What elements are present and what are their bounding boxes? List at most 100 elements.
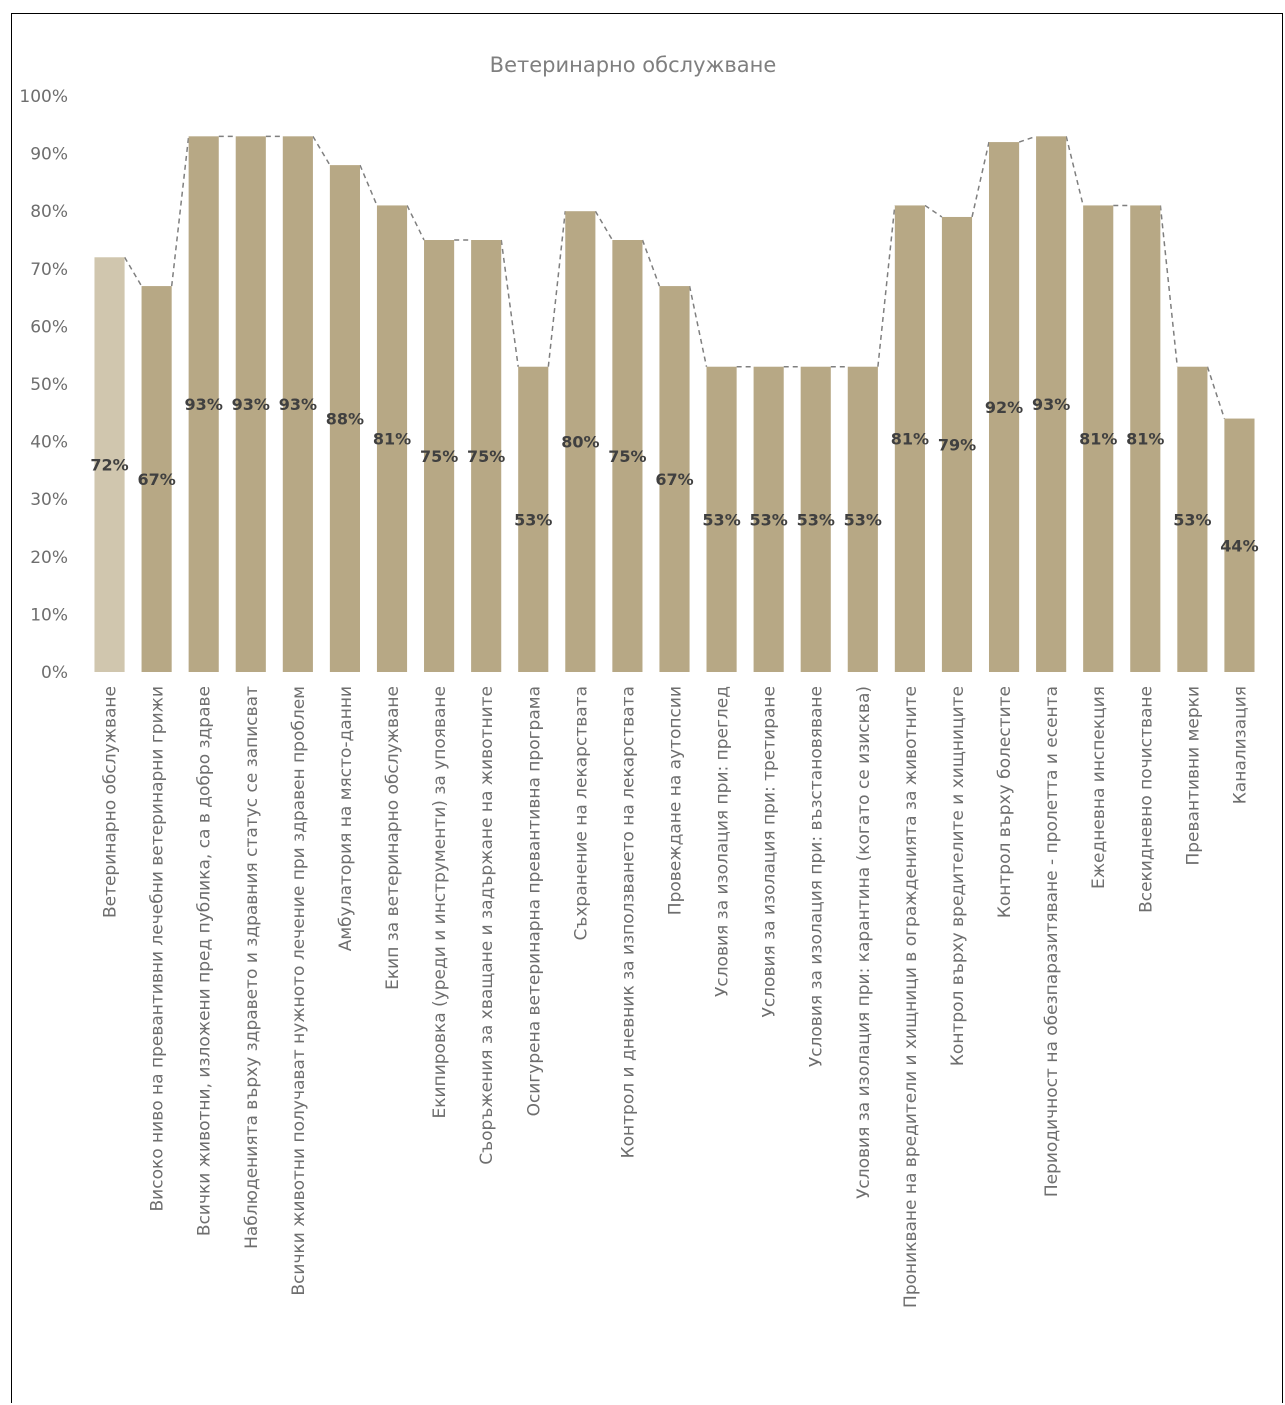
connector-line [170, 136, 190, 287]
y-tick-label: 20% [30, 548, 68, 568]
bar [329, 165, 360, 672]
bar [376, 205, 408, 672]
data-label: 81% [373, 430, 411, 449]
data-labels: 72% 67% 93% 93% 93% 88% 81% 75% 75% 53% 80% 75% 67% 5… [90, 395, 1258, 555]
connector-line [971, 141, 990, 218]
x-tick-label: Високо ниво на превантивни лечебни ветер… [148, 686, 168, 1212]
bar [800, 366, 831, 672]
data-label: 88% [326, 410, 364, 429]
data-label: 53% [1173, 510, 1211, 529]
connector-line [594, 210, 613, 241]
connector-line [406, 205, 425, 241]
x-tick-label: Всички животни получават нужното лечение… [289, 686, 309, 1296]
bar [706, 366, 737, 672]
x-tick-label: Осигурена ветеринарна превантивна програ… [524, 686, 544, 1116]
x-tick-label: Всекидневно почистване [1136, 686, 1156, 913]
data-label: 75% [467, 447, 505, 466]
bar [847, 366, 878, 672]
data-label: 80% [561, 433, 599, 452]
bar [188, 136, 219, 672]
x-tick-label: Условия за изолация при: преглед [713, 686, 733, 997]
x-tick-label: Превантивни мерки [1183, 686, 1203, 866]
data-label: 72% [90, 456, 128, 475]
x-tick-label: Екипировка (уреди и инструменти) за упоя… [430, 686, 450, 1118]
data-label: 93% [1032, 395, 1070, 414]
x-tick-label: Съоръжения за хващане и задържане на жив… [477, 686, 497, 1165]
bar [894, 205, 925, 672]
connector-line [1018, 135, 1037, 143]
data-label: 81% [1126, 430, 1164, 449]
data-label: 44% [1220, 536, 1258, 555]
data-label: 93% [185, 395, 223, 414]
bar [518, 366, 549, 672]
connector-line [1159, 205, 1179, 367]
bar [1083, 205, 1114, 672]
data-label: 53% [702, 510, 740, 529]
data-label: 67% [137, 470, 175, 489]
y-tick-label: 90% [30, 145, 68, 165]
x-tick-label: Наблюденията върху здравето и здравния с… [242, 686, 262, 1249]
bar [235, 136, 266, 672]
connector-line [1206, 366, 1226, 419]
y-tick-label: 70% [30, 260, 68, 280]
chart-title: Ветеринарно обслужване [490, 53, 777, 77]
connector-line [1065, 136, 1084, 206]
data-label: 67% [655, 470, 693, 489]
x-tick-label: Канализация [1230, 686, 1250, 804]
connector-line [688, 285, 708, 367]
data-label: 93% [279, 395, 317, 414]
bar [1224, 418, 1255, 672]
x-tick-label: Ежедневна инспекция [1089, 686, 1109, 889]
x-tick-label: Провеждане на аутопсии [666, 686, 686, 915]
connector-lines [123, 135, 1226, 419]
bar [1177, 366, 1208, 672]
y-tick-label: 80% [30, 202, 68, 222]
connector-line [312, 135, 331, 166]
data-label: 53% [844, 510, 882, 529]
bar [612, 240, 643, 672]
connector-line [641, 239, 661, 287]
bar [141, 286, 172, 672]
connector-line [123, 256, 143, 287]
x-tick-label: Проникване на вредители и хищници в огра… [901, 686, 921, 1308]
x-tick-label: Всички животни, изложени пред публика, с… [195, 686, 215, 1236]
connector-line [877, 205, 896, 367]
data-label: 53% [514, 510, 552, 529]
bar [1036, 136, 1067, 672]
bar [282, 136, 313, 672]
y-tick-label: 0% [41, 663, 68, 683]
data-label: 81% [1079, 430, 1117, 449]
x-tick-label: Амбулатория на място-данни [336, 686, 356, 951]
x-tick-label: Ветеринарно обслужване [101, 686, 121, 918]
bar [424, 240, 455, 672]
data-label: 75% [420, 447, 458, 466]
data-label: 53% [797, 510, 835, 529]
x-tick-label: Екип за ветеринарно обслужване [383, 686, 403, 990]
connector-line [359, 164, 378, 206]
x-tick-label: Периодичност на обезпаразитяване - проле… [1042, 686, 1062, 1197]
bar [941, 216, 973, 672]
connector-line [924, 204, 943, 218]
x-tick-label: Условия за изолация при: възстановяване [807, 686, 827, 1067]
x-tick-label: Контрол и дневник за използването на лек… [618, 686, 638, 1158]
bars [94, 136, 1255, 672]
y-axis: 0% 10% 20% 30% 40% 50% 60% 70% 80% 90% 100% [19, 87, 68, 683]
x-tick-label: Контрол върху вредителите и хищниците [948, 686, 968, 1066]
bar [471, 240, 502, 672]
data-label: 75% [608, 447, 646, 466]
data-label: 81% [891, 430, 929, 449]
data-label: 92% [985, 398, 1023, 417]
x-axis: Ветеринарно обслужване Високо ниво на пре… [101, 686, 1251, 1308]
bar [988, 142, 1020, 672]
bar [1130, 205, 1161, 672]
bar [753, 366, 784, 672]
x-tick-label: Условия за изолация при: третиране [760, 686, 780, 1018]
x-tick-label: Контрол върху болестите [995, 686, 1015, 918]
y-tick-label: 50% [30, 375, 68, 395]
connector-line [500, 239, 519, 367]
data-label: 53% [750, 510, 788, 529]
y-tick-label: 30% [30, 490, 68, 510]
bar [565, 211, 596, 672]
bar [659, 286, 690, 672]
